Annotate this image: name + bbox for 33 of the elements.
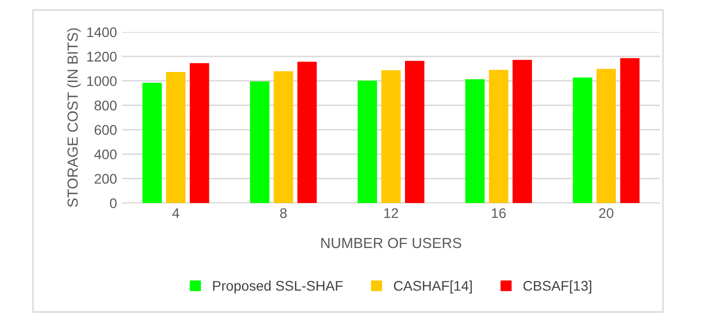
y-tick-label: 200: [94, 174, 117, 184]
x-tick-label: 16: [492, 208, 506, 218]
bar: [512, 60, 532, 203]
bar: [488, 70, 508, 203]
y-tick-label: 1200: [87, 52, 117, 62]
x-axis-title: NUMBER OF USERS: [321, 238, 462, 248]
bar: [404, 60, 424, 203]
bar: [250, 81, 270, 203]
x-tick-label: 4: [172, 208, 180, 218]
bar: [572, 78, 592, 203]
bar: [142, 82, 162, 203]
y-tick-label: 800: [94, 100, 117, 110]
x-tick-label: 8: [280, 208, 287, 218]
bar: [381, 70, 401, 203]
bar: [274, 71, 294, 203]
x-tick-label: 12: [384, 208, 398, 218]
x-tick-label: 20: [599, 208, 614, 218]
y-axis-title: STORAGE COST (IN BITS): [67, 28, 81, 207]
legend-label: CBSAF[13]: [523, 280, 592, 294]
bar: [166, 72, 186, 203]
legend-label: CASHAF[14]: [394, 280, 472, 294]
bar: [297, 62, 317, 203]
y-tick-label: 0: [110, 198, 117, 208]
y-tick-label: 1000: [87, 76, 117, 86]
bar: [358, 80, 378, 203]
y-tick-label: 1400: [87, 27, 117, 38]
bar: [620, 58, 640, 203]
y-tick-label: 600: [94, 125, 117, 135]
bar: [465, 79, 485, 203]
y-tick-label: 400: [94, 149, 117, 160]
bar: [190, 63, 210, 203]
legend-label: Proposed SSL-SHAF: [213, 280, 343, 294]
bar: [596, 68, 616, 203]
